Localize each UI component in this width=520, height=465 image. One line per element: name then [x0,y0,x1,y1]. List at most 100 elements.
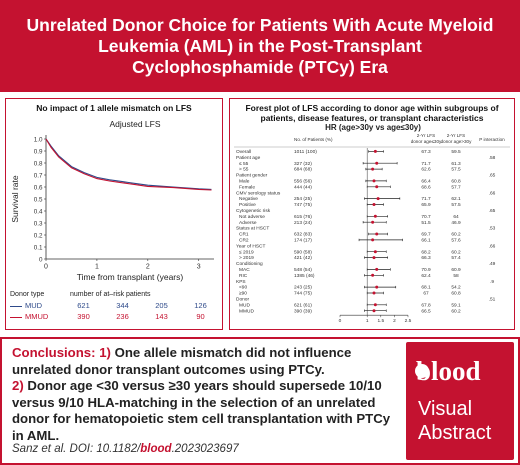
risk-row-mud: MUD 621 344 205 126 [10,300,220,311]
page-title: Unrelated Donor Choice for Patients With… [26,14,494,77]
forest-col-header: donor age≤30y [411,139,442,144]
forest-row-label: Negative [239,196,258,202]
x-axis-label: Time from transplant (years) [77,272,184,282]
conclusion-text: Conclusions: 1) One allele mismatch did … [12,345,397,445]
mmud-line-swatch [10,316,22,318]
forest-row-n: 1385 (46) [294,273,315,279]
forest-row-lfs-old: 54.2 [451,285,461,291]
forest-plot: No. of Patients (%) 2-Yr LFS donor age≤30… [234,133,510,324]
hr-point [375,267,379,271]
forest-row-n: 243 (25) [294,285,312,291]
forest-row-label: <90 [239,285,247,291]
forest-row-label: Male [239,179,250,185]
forest-row-lfs-old: 62.1 [451,196,461,202]
forest-row-lfs-young: 71.7 [421,161,431,167]
forest-row-n: 390 (39) [294,308,312,314]
forest-row-label: MAC [239,267,250,273]
forest-col-header: 2-Yr LFS [447,133,465,138]
forest-row-label: MUD [239,302,250,308]
forest-row-lfs-young: 69.7 [421,232,431,238]
forest-row-lfs-young: 68.1 [421,285,431,291]
forest-row-lfs-old: 57.6 [451,238,461,244]
forest-row-lfs-old: 64 [453,214,459,220]
forest-row-label: Overall [236,149,251,155]
lfs-panel: No impact of 1 allele mismatch on LFS Ad… [5,98,223,330]
forest-row-lfs-old: 60.8 [451,291,461,297]
forest-row-lfs-young: 70.9 [421,267,431,273]
chart-title: Adjusted LFS [109,119,160,129]
forest-col-header: donor age>30y [441,139,472,144]
forest-row-lfs-young: 70.7 [421,214,431,220]
forest-row-lfs-young: 66.1 [421,238,431,244]
hr-point [373,149,377,153]
forest-row-lfs-young: 66.4 [421,179,431,185]
y-tick-label: 0.4 [34,208,43,215]
forest-x-tick-label: 1 [366,318,369,324]
y-tick-label: 0.6 [34,184,43,191]
badge-line-1: Visual [418,398,473,420]
forest-row-n: 684 (68) [294,167,312,173]
forest-row-n: 421 (42) [294,255,312,261]
hr-point [372,256,376,260]
risk-cell: 344 [116,301,129,310]
x-tick-label: 2 [146,264,150,271]
forest-row-lfs-young: 71.7 [421,196,431,202]
forest-row-label: ≤ 2019 [239,249,254,255]
conclusion-1-text: One allele mismatch did not influence un… [12,345,352,377]
forest-x-tick-label: 0 [339,318,342,324]
hr-point [372,179,376,183]
forest-row-n: 747 (75) [294,202,312,208]
forest-row-n: 444 (44) [294,184,312,190]
forest-row-lfs-old: 57.7 [451,184,461,190]
hr-label: HR (age>30y vs age≤30y) [325,123,421,132]
conclusion-lead: Conclusions: [12,345,96,360]
forest-row-lfs-young: 67.3 [421,149,431,155]
forest-row-label: CR2 [239,238,249,244]
y-tick-label: 0.2 [34,232,43,239]
forest-panel-title: Forest plot of LFS according to donor ag… [245,103,499,123]
forest-row-label: Positive [239,202,256,208]
forest-row-label: MMUD [239,308,254,314]
badge-line-2: Abstract [418,422,492,444]
forest-row-label: ≥90 [239,291,247,297]
forest-row-label: Patient age [236,155,261,161]
forest-col-header: No. of Patients (%) [294,137,333,142]
forest-row-label: Conditioning [236,261,263,267]
forest-row-n: 213 (24) [294,220,312,226]
forest-row-lfs-old: 59.5 [451,149,461,155]
risk-cell: 126 [194,301,207,310]
forest-row-p: .51 [489,297,496,303]
forest-row-p: .49 [489,261,496,267]
forest-row-label: > 55 [239,167,249,173]
forest-row-label: Status at HSCT [236,226,269,232]
risk-table: Donor type number of at–risk patients MU… [10,289,220,322]
y-tick-label: 0.7 [34,172,43,179]
forest-row-lfs-young: 62.6 [421,167,431,173]
series-line-mmud [45,138,212,191]
forest-row-lfs-old: 57.5 [451,167,461,173]
forest-row-lfs-young: 51.5 [421,220,431,226]
forest-row-p: .65 [489,173,496,179]
risk-cell: 621 [77,301,90,310]
y-tick-label: 1.0 [34,136,43,143]
forest-row-lfs-old: 60.2 [451,232,461,238]
blood-drop-icon [415,364,429,378]
hr-point [375,232,379,236]
forest-row-lfs-young: 62.4 [421,273,431,279]
risk-cell: 90 [196,312,205,321]
forest-x-tick-label: 2 [393,318,396,324]
forest-panel: Forest plot of LFS according to donor ag… [229,98,515,330]
citation-suffix: .2023023697 [171,443,239,455]
forest-row-p: .66 [489,190,496,196]
hr-point [375,185,379,189]
risk-row-name: MMUD [25,312,49,321]
forest-row-n: 254 (25) [294,196,312,202]
hr-point [371,220,375,224]
hr-point [375,161,379,165]
forest-row-p: .9 [490,279,494,285]
forest-row-lfs-young: 65.9 [421,202,431,208]
forest-row-p: .58 [489,155,496,161]
y-tick-label: 0.5 [34,196,43,203]
forest-row-lfs-young: 66.5 [421,308,431,314]
hr-point [373,214,377,218]
